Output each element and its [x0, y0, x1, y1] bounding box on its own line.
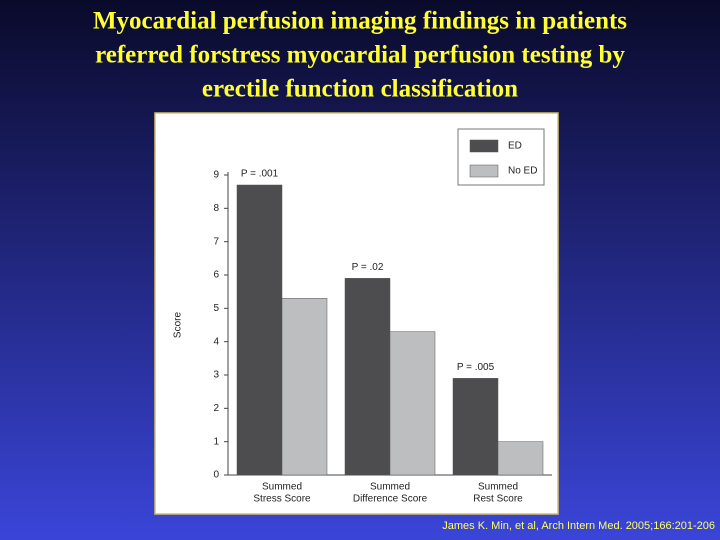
y-tick-label: 3: [213, 370, 219, 381]
bar: [236, 184, 283, 476]
y-tick-label: 7: [213, 236, 219, 247]
legend-label: No ED: [508, 166, 537, 177]
legend-swatch: [469, 139, 499, 153]
x-tick-label: Difference Score: [353, 494, 428, 505]
x-tick-label: Summed: [478, 482, 518, 493]
y-tick-label: 4: [213, 336, 219, 347]
title-line: erectile function classification: [202, 76, 518, 103]
annotation: P = .001: [241, 169, 279, 180]
annotation: P = .02: [352, 262, 384, 273]
source: James K. Min, et al, Arch Intern Med. 20…: [442, 520, 715, 532]
y-axis-label: Score: [173, 312, 184, 339]
title-line: referred forstress myocardial perfusion …: [95, 42, 625, 69]
annotation: P = .005: [457, 362, 495, 373]
legend-label: ED: [508, 141, 522, 152]
bar: [344, 278, 391, 476]
x-tick-label: Rest Score: [473, 494, 523, 505]
bar: [452, 378, 499, 476]
title-line: Myocardial perfusion imaging findings in…: [93, 8, 627, 35]
y-tick-label: 6: [213, 270, 219, 281]
bar: [281, 298, 328, 476]
legend-swatch: [469, 164, 499, 178]
y-tick-label: 0: [213, 470, 219, 481]
bar: [497, 441, 544, 476]
x-tick-label: Summed: [262, 482, 302, 493]
x-tick-label: Summed: [370, 482, 410, 493]
y-tick-label: 2: [213, 403, 219, 414]
y-tick-label: 9: [213, 170, 219, 181]
y-tick-label: 8: [213, 203, 219, 214]
bar: [389, 331, 436, 476]
y-tick-label: 5: [213, 303, 219, 314]
x-tick-label: Stress Score: [253, 494, 311, 505]
y-tick-label: 1: [213, 436, 219, 447]
